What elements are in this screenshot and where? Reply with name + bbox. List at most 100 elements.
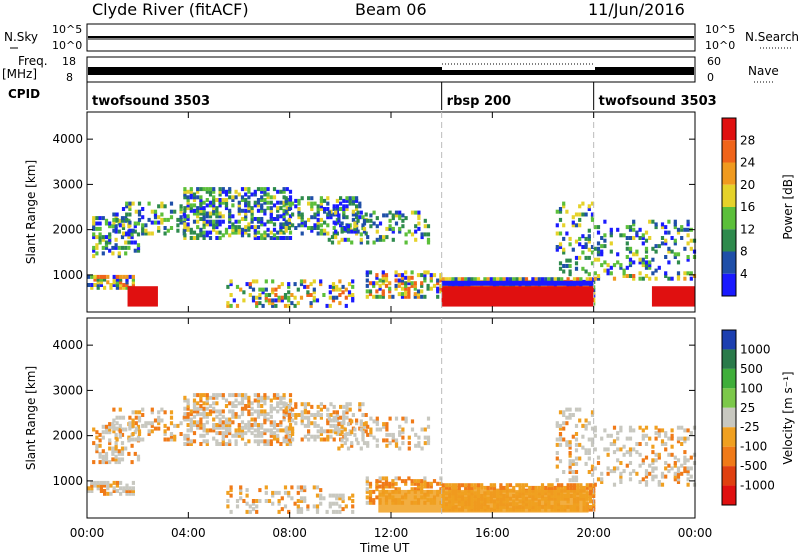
vel-cell [103, 480, 107, 485]
power-cell [625, 225, 629, 230]
power-cell [121, 231, 126, 236]
vel-cell [269, 420, 273, 425]
power-cell [558, 209, 563, 214]
vel-cell [240, 431, 245, 436]
power-cell [192, 203, 197, 208]
power-cell [228, 195, 232, 200]
vel-cell [260, 431, 264, 436]
power-cell [141, 226, 145, 230]
power-cell [186, 200, 190, 205]
power-cell [384, 275, 389, 280]
vel-cell [436, 481, 440, 486]
power-cell [436, 286, 440, 291]
vel-cell [294, 402, 298, 407]
vel-cell [253, 423, 257, 427]
vel-cell [120, 432, 125, 437]
power-cell [274, 303, 278, 308]
power-cell [651, 271, 655, 276]
power-cell [426, 283, 430, 288]
power-cell [366, 235, 370, 240]
power-cell [348, 226, 352, 230]
power-cell [261, 290, 265, 295]
power-cell [660, 225, 665, 230]
power-cell [316, 204, 320, 209]
vel-cell [628, 452, 633, 457]
x-axis-label: Time UT [359, 541, 410, 554]
power-cell [205, 219, 209, 224]
power-cell [323, 207, 327, 211]
power-cell [300, 220, 304, 225]
power-cell [250, 192, 254, 197]
power-cell [224, 189, 229, 194]
power-cell [329, 215, 333, 220]
power-cell [192, 208, 197, 213]
power-cell [648, 263, 652, 268]
vel-cell [237, 433, 241, 438]
velocity-colorbar-label: Velocity [m s⁻¹] [781, 371, 795, 464]
vel-cell [294, 404, 298, 409]
vel-cell [644, 442, 649, 446]
vel-cell [253, 433, 257, 438]
vel-cell [606, 466, 610, 471]
vel-cell [118, 415, 122, 420]
vel-cell [202, 406, 206, 411]
power-cell [346, 229, 351, 234]
power-cell [280, 282, 284, 287]
power-cell [179, 204, 183, 209]
power-cell [385, 235, 389, 240]
power-cell [338, 301, 342, 306]
power-cell [92, 254, 96, 259]
vel-cell [118, 434, 122, 439]
vel-cell [423, 484, 427, 489]
power-cell [215, 208, 219, 213]
vel-cell [616, 431, 620, 436]
vel-cell [486, 485, 490, 490]
power-cell [215, 206, 219, 211]
vel-cell [568, 459, 572, 464]
power-cell [228, 187, 232, 192]
power-cell [340, 226, 344, 231]
vel-cell [654, 436, 658, 441]
power-cell [153, 220, 158, 225]
power-cell [212, 189, 216, 194]
power-cell [90, 285, 94, 290]
vel-cell [202, 433, 206, 438]
vel-cell [296, 504, 300, 509]
power-cell [654, 276, 658, 281]
power-cell [382, 213, 386, 218]
power-cell [436, 294, 440, 299]
vel-cell [676, 471, 681, 476]
power-cell [96, 280, 100, 285]
vel-cell [128, 437, 132, 442]
vel-cell [260, 404, 264, 408]
power-cell [272, 222, 277, 227]
vel-cell [329, 434, 333, 439]
power-cell [622, 233, 626, 238]
x-axis-ticks: 00:00 04:00 08:00 12:00 16:00 20:00 00:00 [70, 526, 713, 540]
vel-cell [218, 417, 222, 422]
power-cell [96, 285, 100, 290]
y-axis-label: Slant Range [km] [24, 366, 38, 470]
vel-cell [385, 422, 389, 427]
vel-cell [619, 447, 623, 452]
vel-cell [348, 407, 352, 412]
vel-cell [307, 421, 311, 426]
vel-cell [310, 434, 314, 439]
vel-cell [147, 432, 151, 436]
power-cell [234, 227, 238, 232]
vel-cell [285, 442, 289, 446]
power-cell [176, 217, 180, 222]
vel-cell [571, 413, 575, 417]
vel-cell [269, 398, 273, 403]
vel-cell [157, 426, 161, 431]
vel-cell [104, 424, 109, 429]
power-colorbar-tick: 28 [740, 133, 755, 147]
power-cell [231, 195, 235, 200]
power-cell [686, 219, 690, 224]
vel-cell [90, 483, 94, 488]
vel-cell [239, 490, 243, 495]
vel-cell [215, 393, 219, 398]
power-cell [378, 237, 383, 242]
power-cell [250, 206, 254, 211]
velocity-colorbar-tick: 500 [740, 362, 763, 376]
